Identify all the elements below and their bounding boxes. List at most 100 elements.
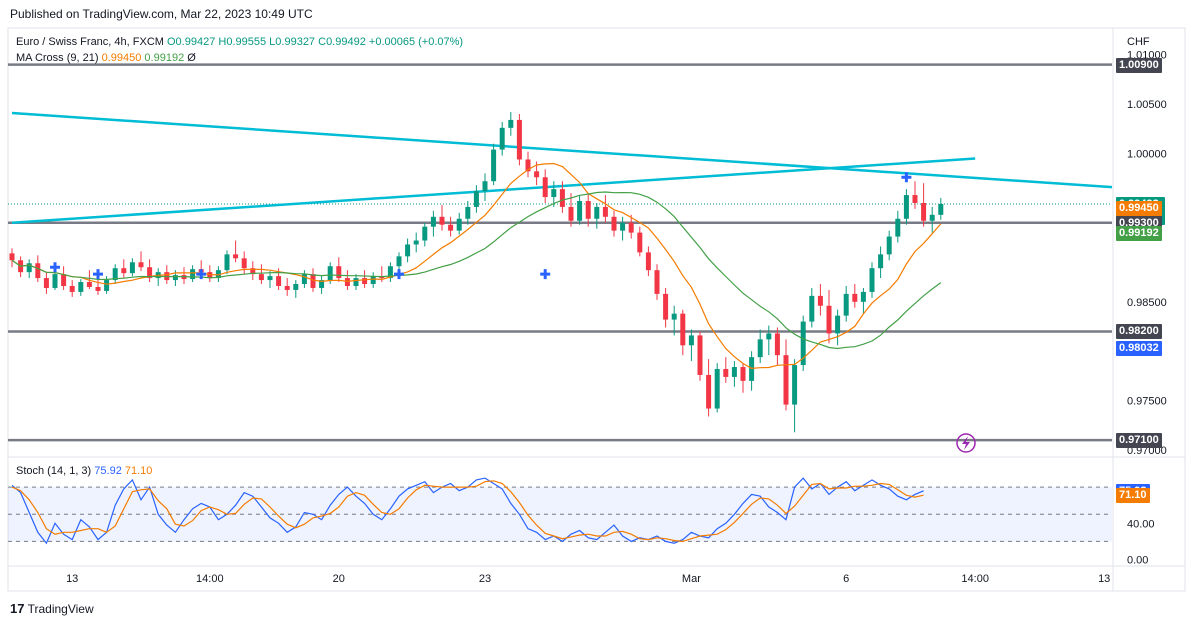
candle-body	[448, 224, 454, 231]
candle-body	[241, 258, 247, 269]
candle-body	[938, 203, 944, 215]
candle-body	[706, 374, 712, 409]
candle-body	[482, 181, 488, 192]
candle-body	[327, 266, 333, 281]
candle-body	[611, 216, 617, 231]
ma-fast-value: 0.99450	[101, 52, 142, 64]
time-tick-label: 14:00	[196, 573, 224, 585]
ohlc-close: C0.99492	[318, 36, 366, 48]
trendlines	[11, 111, 1113, 224]
candle-body	[422, 226, 428, 241]
candle-body	[456, 218, 462, 231]
tv-logo-text: TradingView	[27, 602, 94, 616]
candle-body	[413, 240, 419, 245]
candle-body	[499, 127, 505, 150]
candle-body	[69, 285, 75, 292]
cross-marker	[196, 269, 207, 280]
candle-body	[258, 274, 264, 281]
ma-legend[interactable]: MA Cross (9, 21) 0.99450 0.99192 Ø	[16, 52, 196, 64]
candle-body	[921, 202, 927, 221]
stoch-axis-labels: 40.00 0.00	[1127, 518, 1155, 566]
stoch-label: Stoch (14, 1, 3)	[16, 465, 92, 477]
cross-marker	[540, 269, 551, 280]
trendline	[11, 111, 1113, 189]
moving-averages	[11, 162, 942, 370]
candle-body	[215, 270, 221, 279]
price-tag: 0.99192	[1116, 226, 1162, 242]
time-tick-label: 14:00	[961, 573, 989, 585]
candle-body	[233, 254, 239, 259]
candle-body	[138, 262, 144, 268]
price-tick-label: 1.00000	[1127, 149, 1167, 161]
candle-body	[405, 244, 411, 257]
symbol-legend[interactable]: Euro / Swiss Franc, 4h, FXCM O0.99427 H0…	[16, 36, 463, 48]
candle-body	[602, 206, 608, 217]
candle-body	[731, 367, 737, 377]
candle-body	[774, 333, 780, 356]
candle-body	[52, 274, 58, 288]
candle-body	[551, 189, 557, 198]
candle-body	[250, 268, 256, 275]
candle-body	[508, 119, 514, 128]
candle-body	[516, 119, 522, 160]
ohlc-low: L0.99327	[269, 36, 316, 48]
stoch-tag: 71.10	[1116, 488, 1150, 504]
stoch-tick-label: 0.00	[1127, 554, 1148, 566]
ohlc-open: O0.99427	[167, 36, 216, 48]
candle-body	[370, 276, 376, 285]
candle-body	[835, 315, 841, 334]
candle-body	[628, 222, 634, 233]
ohlc-change: +0.00065 (+0.07%)	[368, 36, 464, 48]
price-tick-label: 1.00500	[1127, 99, 1167, 111]
candle-body	[26, 263, 32, 273]
candle-body	[886, 236, 892, 255]
stoch-d-value: 71.10	[124, 465, 153, 477]
candle-body	[86, 282, 92, 287]
candle-body	[35, 263, 41, 279]
candle-body	[663, 293, 669, 320]
currency-label: CHF	[1127, 36, 1150, 48]
candle-body	[430, 216, 436, 227]
candle-body	[912, 195, 918, 203]
candle-body	[267, 276, 273, 281]
stoch-d-line	[11, 480, 924, 543]
symbol-title: Euro / Swiss Franc, 4h, FXCM	[16, 36, 164, 48]
time-tick-label: 13	[66, 573, 78, 585]
price-tick-label: 0.97000	[1127, 445, 1167, 457]
stoch-tick-label: 40.00	[1127, 518, 1155, 530]
stoch-band	[8, 486, 1112, 542]
candle-body	[568, 206, 574, 221]
candle-body	[104, 280, 110, 291]
candle-body	[671, 313, 677, 320]
candle-body	[310, 274, 316, 288]
price-axis-labels: 1.010001.005001.000000.985000.975000.970…	[1127, 50, 1167, 457]
ma-slow-value: 0.99192	[144, 52, 185, 64]
candle-body	[929, 214, 935, 221]
stoch-legend[interactable]: Stoch (14, 1, 3) 75.92 71.10	[16, 465, 152, 477]
tradingview-logo[interactable]: 17 TradingView	[10, 601, 94, 616]
candle-body	[680, 313, 686, 346]
ma-label: MA Cross (9, 21)	[16, 52, 99, 64]
candle-body	[594, 206, 600, 219]
lightning-icon[interactable]	[956, 433, 976, 453]
time-tick-label: 6	[843, 573, 849, 585]
candle-body	[362, 278, 368, 285]
candle-body	[809, 295, 815, 322]
cross-marker	[394, 269, 404, 280]
candle-body	[190, 269, 196, 280]
ma-slow-line	[11, 191, 942, 350]
candle-body	[396, 256, 402, 267]
price-tick-label: 0.98500	[1127, 297, 1167, 309]
candle-body	[792, 365, 798, 405]
candle-body	[542, 177, 548, 198]
candle-body	[301, 274, 307, 285]
candle-body	[688, 335, 694, 346]
ma-fast-line	[11, 162, 942, 370]
candle-body	[697, 335, 703, 375]
candle-body	[860, 291, 866, 302]
candle-body	[95, 286, 101, 291]
candle-body	[121, 268, 127, 274]
candle-body	[826, 305, 832, 334]
